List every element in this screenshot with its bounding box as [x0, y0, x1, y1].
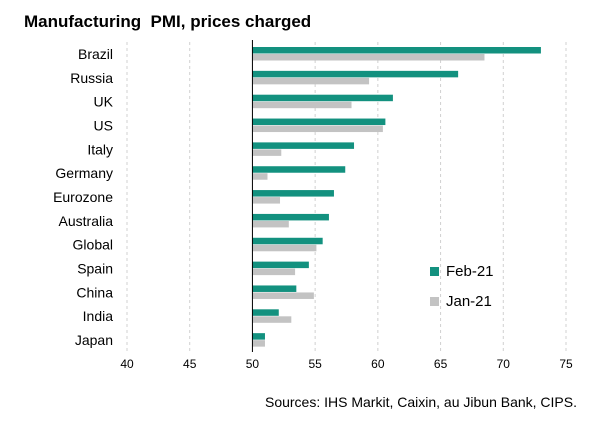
category-label: Spain	[77, 261, 113, 277]
legend-label-feb-21: Feb-21	[446, 263, 494, 280]
bar-russia-feb-21	[252, 70, 459, 78]
bar-australia-feb-21	[252, 213, 329, 221]
category-label: Australia	[59, 213, 114, 229]
bar-japan-jan-21	[252, 340, 265, 347]
bar-us-jan-21	[252, 125, 383, 133]
x-tick-label: 70	[497, 357, 511, 371]
category-label: UK	[94, 94, 114, 110]
bar-uk-feb-21	[252, 94, 393, 102]
bar-japan-feb-21	[252, 333, 265, 340]
x-tick-label: 50	[246, 357, 260, 371]
bar-china-feb-21	[252, 285, 297, 292]
bar-eurozone-jan-21	[252, 197, 281, 204]
category-label: Russia	[70, 70, 113, 86]
bar-spain-jan-21	[252, 268, 296, 276]
bar-germany-jan-21	[252, 173, 268, 180]
x-tick-label: 55	[308, 357, 322, 371]
bar-global-jan-21	[252, 244, 317, 252]
bars	[252, 47, 541, 347]
axes: 40 45 50 55 60 65 70 75	[120, 40, 573, 371]
x-tick-label: 45	[183, 357, 197, 371]
bar-india-jan-21	[252, 316, 292, 323]
bar-russia-jan-21	[252, 77, 370, 85]
x-tick-label: 65	[434, 357, 448, 371]
bar-spain-feb-21	[252, 261, 309, 269]
bar-eurozone-feb-21	[252, 190, 334, 197]
source-note: Sources: IHS Markit, Caixin, au Jibun Ba…	[264, 394, 577, 410]
x-tick-label: 40	[120, 357, 134, 371]
category-label: Brazil	[78, 46, 113, 62]
bar-global-feb-21	[252, 237, 323, 245]
category-label: US	[94, 117, 113, 133]
bar-india-feb-21	[252, 309, 279, 316]
category-label: India	[83, 308, 114, 324]
x-tick-label: 75	[559, 357, 573, 371]
chart-title: Manufacturing PMI, prices charged	[24, 12, 312, 31]
category-label: Global	[73, 237, 113, 253]
x-tick-label: 60	[371, 357, 385, 371]
category-label: Eurozone	[53, 189, 113, 205]
category-label: China	[76, 284, 113, 300]
gridlines	[126, 42, 567, 352]
category-label: Japan	[75, 332, 113, 348]
legend-swatch-feb-21	[430, 267, 439, 276]
legend-swatch-jan-21	[430, 297, 439, 306]
bar-brazil-jan-21	[252, 54, 485, 61]
category-labels: Brazil Russia UK US Italy Germany Eurozone Aust…	[53, 46, 114, 348]
bar-china-jan-21	[252, 292, 314, 299]
bar-italy-jan-21	[252, 149, 282, 156]
bar-uk-jan-21	[252, 101, 352, 109]
bar-australia-jan-21	[252, 220, 289, 228]
category-label: Germany	[55, 165, 113, 181]
bar-italy-feb-21	[252, 142, 355, 149]
legend-label-jan-21: Jan-21	[446, 293, 492, 310]
bar-us-feb-21	[252, 118, 386, 126]
legend: Feb-21 Jan-21	[430, 263, 494, 310]
category-label: Italy	[87, 141, 113, 157]
bar-germany-feb-21	[252, 166, 346, 173]
bar-brazil-feb-21	[252, 47, 541, 54]
